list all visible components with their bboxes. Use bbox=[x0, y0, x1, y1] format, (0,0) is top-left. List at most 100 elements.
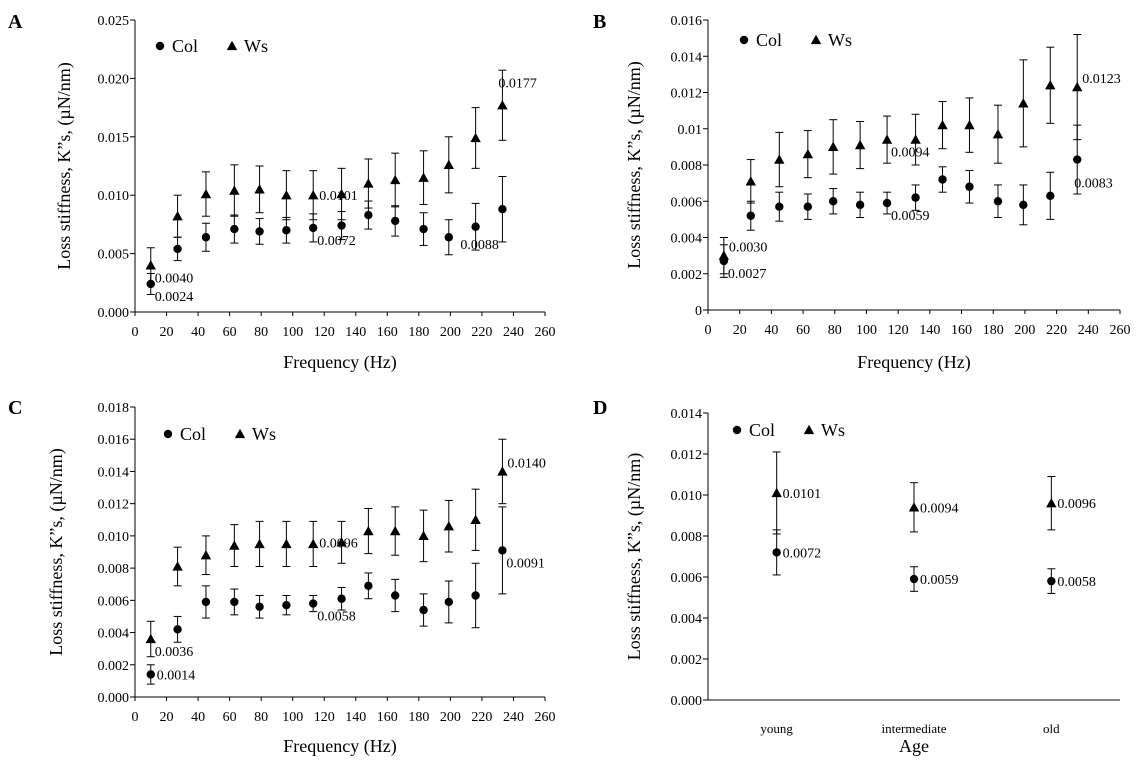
data-point-ws bbox=[307, 538, 319, 549]
x-tick-label: 100 bbox=[856, 323, 877, 338]
y-tick-label: 0.002 bbox=[98, 659, 130, 674]
y-tick-label: 0.000 bbox=[98, 691, 130, 706]
y-tick-label: 0.004 bbox=[98, 627, 130, 642]
data-point-col bbox=[337, 221, 346, 230]
y-tick-label: 0.012 bbox=[671, 448, 703, 463]
y-axis-title: Loss stiffness, K”s, (µN/nm) bbox=[624, 453, 645, 661]
data-point-ws bbox=[910, 134, 921, 144]
y-tick-label: 0.004 bbox=[671, 612, 703, 627]
data-point-ws bbox=[200, 550, 212, 560]
x-tick-label: 160 bbox=[377, 710, 398, 725]
data-point-ws bbox=[281, 190, 292, 200]
x-tick-label: 120 bbox=[314, 325, 335, 340]
data-point-ws bbox=[470, 514, 481, 524]
legend-col-label: Col bbox=[749, 420, 775, 440]
legend-col-marker bbox=[155, 41, 165, 51]
data-point-col bbox=[364, 210, 373, 220]
data-point-ws bbox=[418, 530, 429, 541]
series-col bbox=[772, 529, 1056, 594]
series-ws bbox=[718, 34, 1083, 275]
data-point-ws bbox=[827, 141, 839, 152]
data-label: 0.0072 bbox=[783, 546, 822, 561]
x-axis-title: Frequency (Hz) bbox=[857, 352, 970, 373]
data-point-ws bbox=[145, 633, 156, 644]
y-tick-label: 0.010 bbox=[98, 530, 130, 545]
data-point-ws bbox=[937, 119, 948, 130]
legend: Col Ws bbox=[739, 30, 852, 50]
legend-col-label: Col bbox=[180, 424, 206, 444]
data-label: 0.0123 bbox=[1082, 72, 1121, 87]
x-tick-label: 120 bbox=[888, 323, 909, 338]
data-point-ws bbox=[964, 119, 975, 130]
data-point-col bbox=[498, 205, 507, 214]
panel-letter-c: C bbox=[8, 397, 22, 419]
x-tick-label: 0 bbox=[132, 325, 139, 340]
data-point-ws bbox=[443, 521, 455, 531]
y-tick-label: 0.01 bbox=[678, 123, 703, 138]
data-point-ws bbox=[389, 525, 401, 536]
data-point-ws bbox=[307, 190, 319, 200]
legend-ws-label: Ws bbox=[244, 36, 268, 56]
data-point-ws bbox=[363, 178, 374, 188]
chart-panel-a: 0.000 0.005 0.010 0.015 0.020 0.025 0 20 40 60 80 1… bbox=[54, 14, 556, 373]
y-tick-label: 0.018 bbox=[98, 401, 130, 416]
x-tick-label: 200 bbox=[440, 325, 461, 340]
data-label: 0.0024 bbox=[155, 290, 194, 305]
y-tick-label: 0 bbox=[695, 304, 702, 319]
data-point-ws bbox=[336, 188, 347, 199]
y-tick-label: 0.025 bbox=[98, 14, 130, 29]
x-tick-label: 20 bbox=[733, 323, 747, 338]
panel-letter-a: A bbox=[8, 11, 23, 33]
data-point-col bbox=[230, 597, 239, 607]
data-label: 0.0059 bbox=[920, 573, 959, 588]
series-col bbox=[146, 176, 507, 295]
y-tick-label: 0.010 bbox=[671, 489, 703, 504]
x-tick-label: 240 bbox=[503, 325, 524, 340]
data-point-col bbox=[471, 222, 480, 231]
x-tick-label: 40 bbox=[764, 323, 778, 338]
data-point-ws bbox=[200, 188, 212, 199]
data-point-col bbox=[803, 202, 813, 211]
data-label: 0.0096 bbox=[319, 536, 358, 551]
data-point-col bbox=[471, 591, 480, 600]
data-point-col bbox=[255, 602, 264, 611]
y-tick-label: 0.002 bbox=[671, 653, 703, 668]
data-point-col bbox=[882, 198, 892, 208]
data-label: 0.0014 bbox=[157, 668, 196, 683]
data-label: 0.0101 bbox=[319, 189, 358, 204]
data-point-col bbox=[419, 605, 428, 615]
x-axis-title: Age bbox=[899, 736, 929, 756]
data-label: 0.0058 bbox=[1057, 575, 1096, 590]
x-tick-label: 220 bbox=[1046, 323, 1067, 338]
y-tick-label: 0.008 bbox=[671, 159, 703, 174]
data-point-col bbox=[746, 211, 755, 220]
data-point-col bbox=[230, 224, 239, 234]
x-category-label: old bbox=[1043, 721, 1060, 736]
data-point-col bbox=[993, 197, 1003, 206]
y-tick-label: 0.006 bbox=[671, 571, 703, 586]
y-tick-label: 0.002 bbox=[671, 268, 703, 283]
data-point-ws bbox=[771, 487, 782, 498]
legend-col-label: Col bbox=[172, 36, 198, 56]
data-point-ws bbox=[908, 502, 920, 512]
y-tick-label: 0.008 bbox=[671, 530, 703, 545]
y-tick-label: 0.020 bbox=[98, 72, 130, 87]
data-point-col bbox=[828, 197, 838, 206]
data-point-col bbox=[282, 226, 291, 235]
data-point-ws bbox=[1046, 498, 1057, 508]
data-point-ws bbox=[992, 128, 1004, 139]
data-point-col bbox=[938, 175, 947, 184]
data-label: 0.0027 bbox=[728, 267, 767, 282]
data-point-ws bbox=[418, 172, 429, 182]
data-point-ws bbox=[470, 132, 481, 143]
legend-ws-marker bbox=[234, 428, 246, 439]
data-point-ws bbox=[172, 211, 183, 221]
y-tick-label: 0.000 bbox=[671, 694, 703, 709]
data-point-col bbox=[308, 599, 318, 608]
data-label: 0.0088 bbox=[460, 238, 499, 253]
data-label: 0.0140 bbox=[507, 456, 546, 471]
x-tick-label: 240 bbox=[503, 710, 524, 725]
data-point-ws bbox=[389, 174, 401, 185]
series-col bbox=[146, 506, 507, 685]
data-point-col bbox=[911, 193, 920, 202]
